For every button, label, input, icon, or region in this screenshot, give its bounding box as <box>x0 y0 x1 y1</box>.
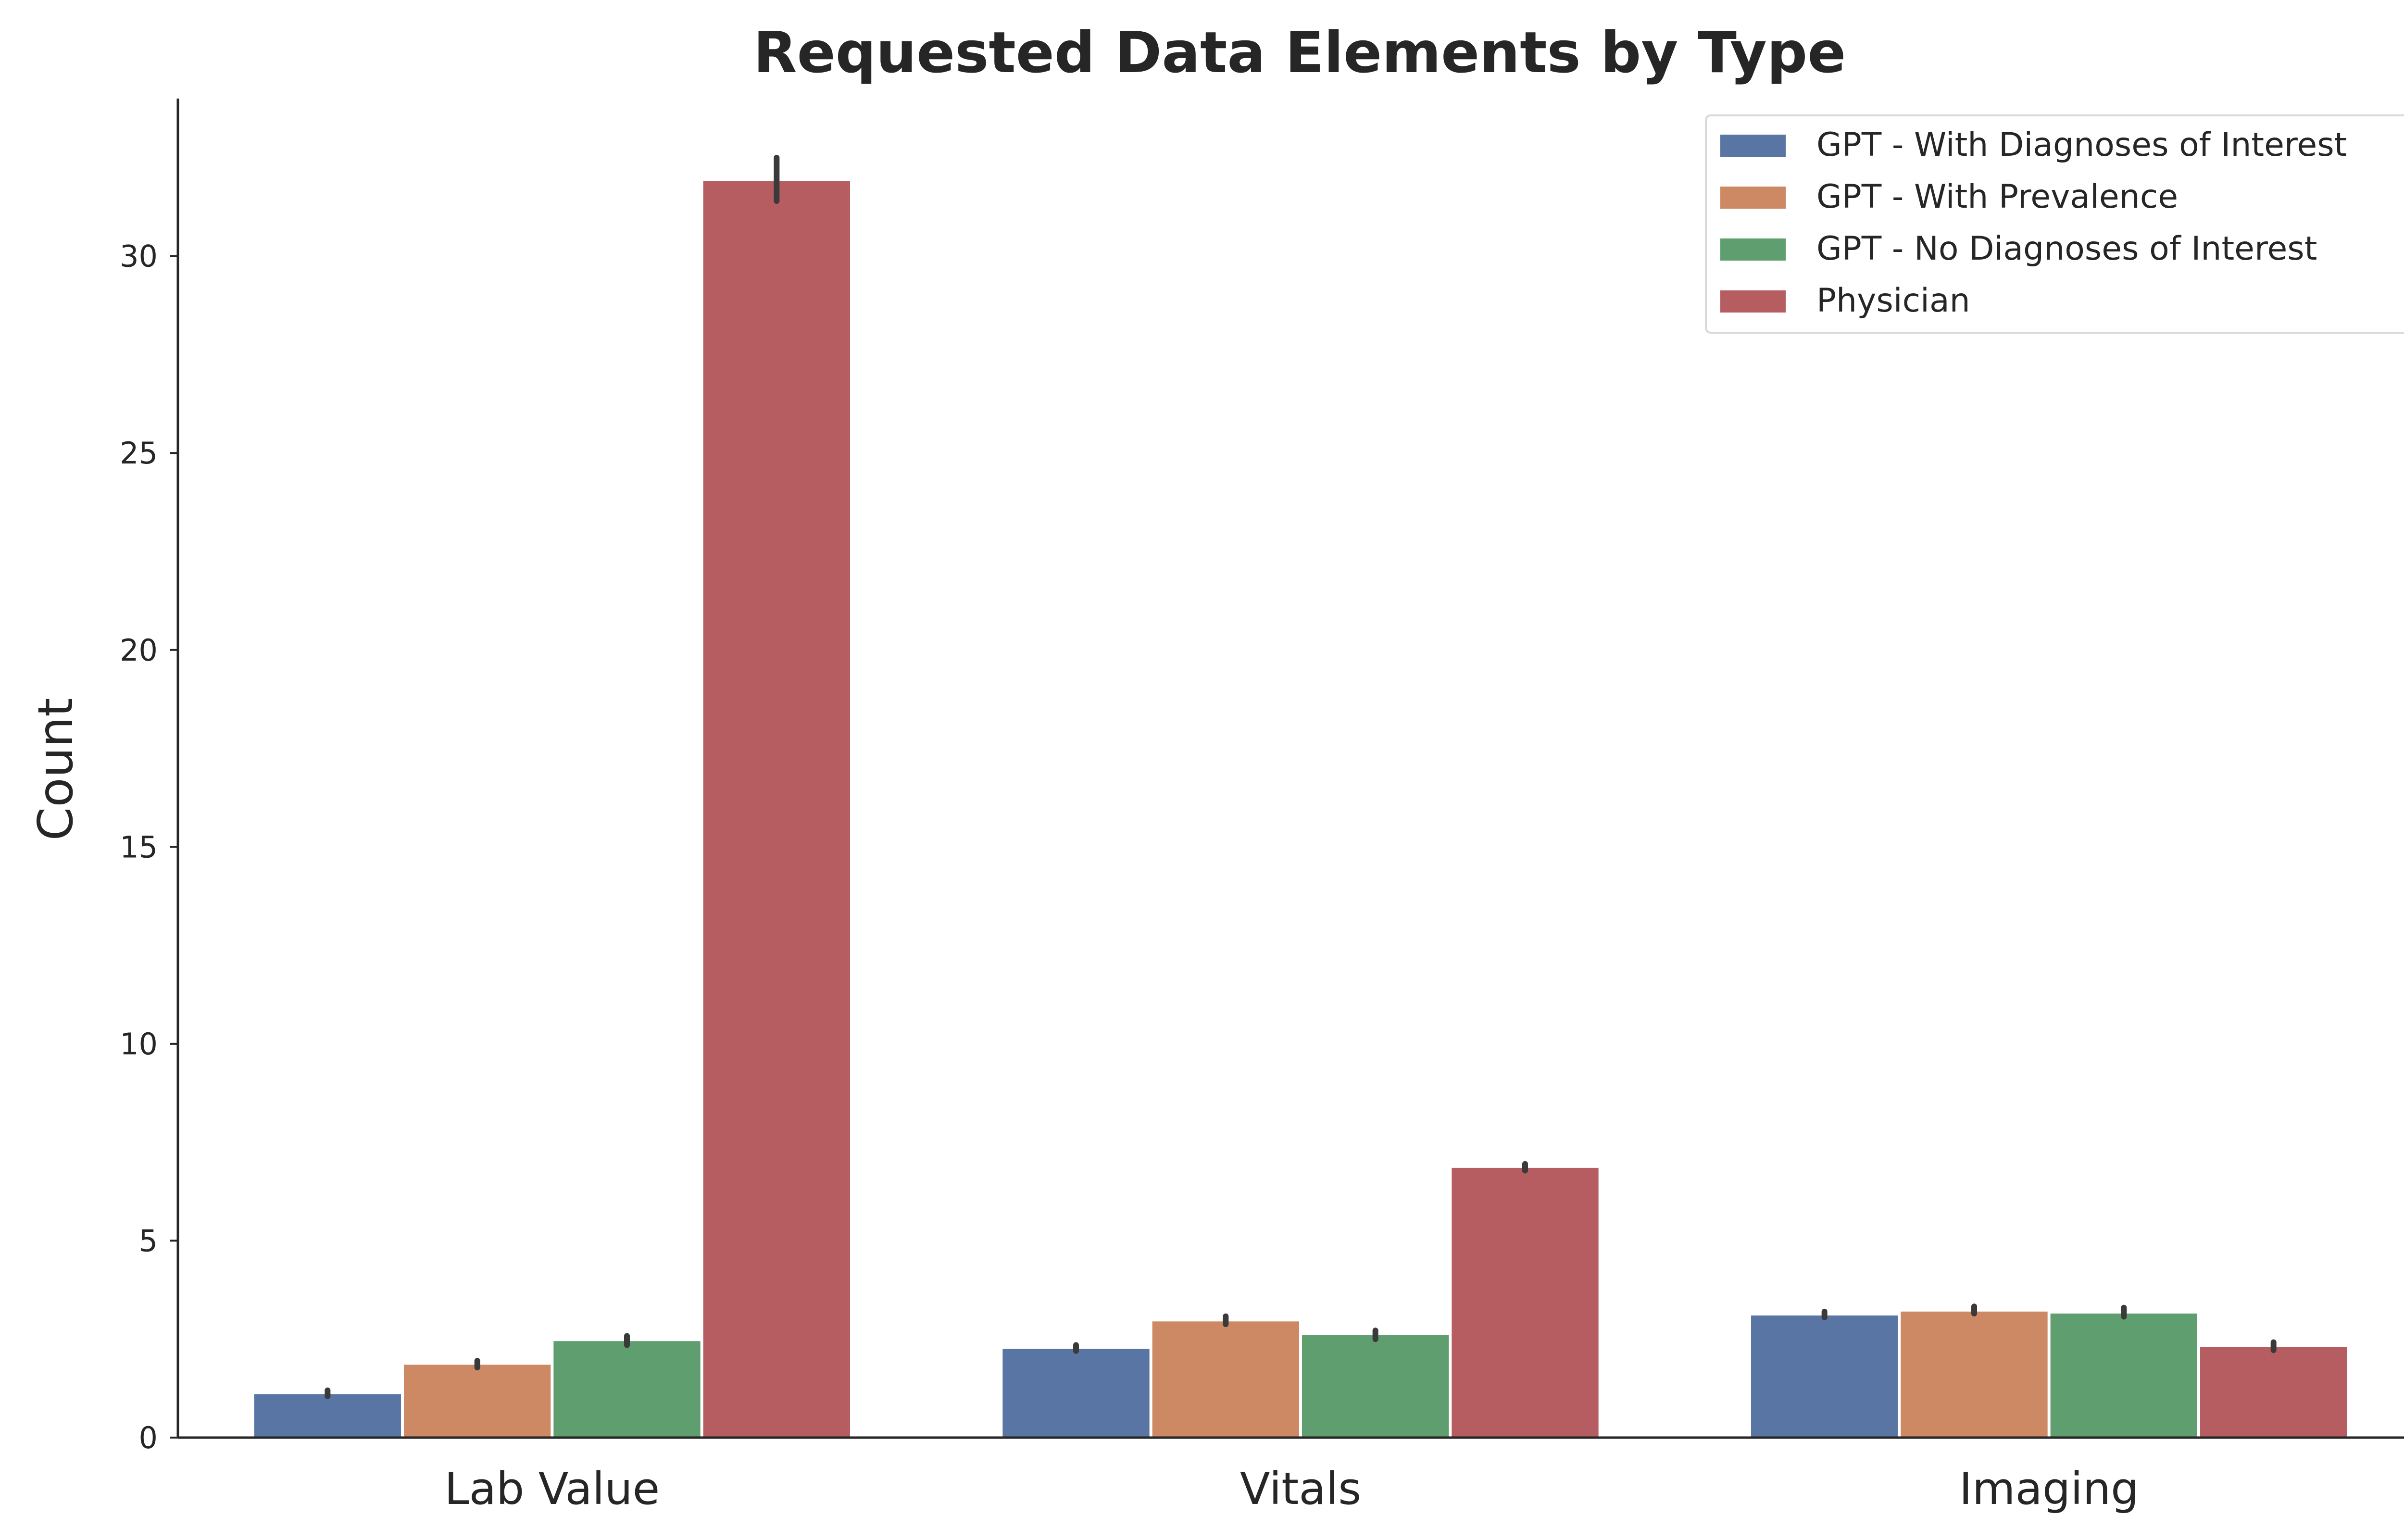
chart-title: Requested Data Elements by Type <box>753 19 1846 86</box>
legend-label: GPT - With Prevalence <box>1816 178 2178 216</box>
y-tick-label: 10 <box>120 1027 158 1062</box>
legend-swatch <box>1720 187 1786 209</box>
bar <box>254 1394 401 1438</box>
legend-swatch <box>1720 290 1786 313</box>
legend-swatch <box>1720 238 1786 261</box>
bar <box>1901 1311 2048 1438</box>
bar <box>1152 1321 1299 1438</box>
bar <box>1452 1167 1599 1438</box>
legend-label: Physician <box>1816 282 1970 320</box>
plot-area: 0 5 10 15 20 25 30 Lab Value Vitals Imaging <box>120 99 2404 1515</box>
y-tick-label: 25 <box>120 436 158 471</box>
x-tick-label: Vitals <box>1240 1463 1361 1515</box>
legend-frame <box>1705 114 2404 334</box>
bar <box>553 1341 701 1438</box>
bar <box>2050 1313 2197 1438</box>
bar <box>2200 1347 2347 1438</box>
y-tick-label: 30 <box>120 239 158 274</box>
x-tick-label: Imaging <box>1959 1463 2139 1515</box>
y-tick-label: 20 <box>120 633 158 668</box>
y-tick-label: 5 <box>139 1223 158 1258</box>
x-tick-label: Lab Value <box>444 1463 660 1515</box>
bar <box>1302 1335 1449 1438</box>
bar <box>1751 1315 1898 1438</box>
bar <box>1002 1349 1150 1438</box>
legend-label: GPT - With Diagnoses of Interest <box>1816 126 2347 164</box>
bar <box>404 1365 551 1438</box>
y-tick-label: 0 <box>139 1420 158 1455</box>
y-axis-label: Count <box>27 698 84 841</box>
bar <box>703 181 850 1438</box>
y-tick-label: 15 <box>120 829 158 864</box>
legend-label: GPT - No Diagnoses of Interest <box>1816 230 2317 268</box>
legend-swatch <box>1720 135 1786 157</box>
legend: GPT - With Diagnoses of Interest GPT - Wi… <box>1705 114 2404 334</box>
